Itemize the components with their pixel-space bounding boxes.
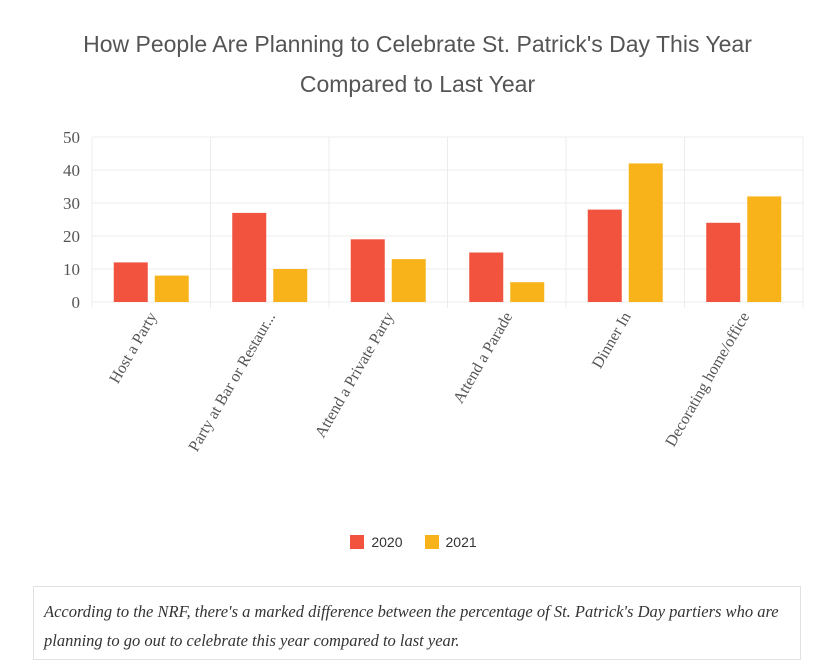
x-tick-label: Attend a Parade xyxy=(450,310,516,407)
y-tick-label: 40 xyxy=(63,161,80,180)
bar-2021-3 xyxy=(510,282,545,302)
y-tick-label: 10 xyxy=(63,260,80,279)
bar-2021-0 xyxy=(154,275,189,302)
bar-2020-5 xyxy=(706,222,741,302)
chart-title-line-2: Compared to Last Year xyxy=(299,71,536,97)
x-tick-label: Party at Bar or Restaur... xyxy=(186,310,280,455)
bar-2020-2 xyxy=(350,239,385,302)
legend-swatch-2021 xyxy=(424,535,439,549)
x-tick-label: Dinner In xyxy=(589,310,635,372)
legend-item-2021[interactable]: 2021 xyxy=(424,534,477,550)
bar-2021-5 xyxy=(747,196,782,302)
y-tick-label: 30 xyxy=(63,194,80,213)
caption-text: According to the NRF, there's a marked d… xyxy=(44,602,779,650)
chart-title-line-1: How People Are Planning to Celebrate St.… xyxy=(83,31,752,57)
chart-title: How People Are Planning to Celebrate St.… xyxy=(20,24,815,104)
x-tick-label: Decorating home/office xyxy=(662,310,753,450)
x-tick-label: Attend a Private Party xyxy=(312,310,398,441)
bar-chart: 0 10 20 30 40 50 Host a Party Party at Bar or R… xyxy=(63,128,804,455)
bar-2021-1 xyxy=(273,269,308,302)
legend-label-2021: 2021 xyxy=(445,534,477,550)
bar-2020-1 xyxy=(232,212,267,302)
bar-2020-3 xyxy=(469,252,504,302)
legend-item-2020[interactable]: 2020 xyxy=(350,534,403,550)
x-tick-label: Host a Party xyxy=(106,310,160,387)
y-tick-label: 50 xyxy=(63,128,80,147)
legend-swatch-2020 xyxy=(350,535,365,549)
y-tick-label: 0 xyxy=(72,293,81,312)
bar-2020-0 xyxy=(113,262,148,302)
bar-2021-4 xyxy=(628,163,663,302)
bar-2020-4 xyxy=(587,209,622,302)
bar-2021-2 xyxy=(391,259,426,302)
legend: 2020 2021 xyxy=(0,534,827,550)
caption-box: According to the NRF, there's a marked d… xyxy=(33,586,801,660)
legend-label-2020: 2020 xyxy=(371,534,403,550)
y-tick-label: 20 xyxy=(63,227,80,246)
